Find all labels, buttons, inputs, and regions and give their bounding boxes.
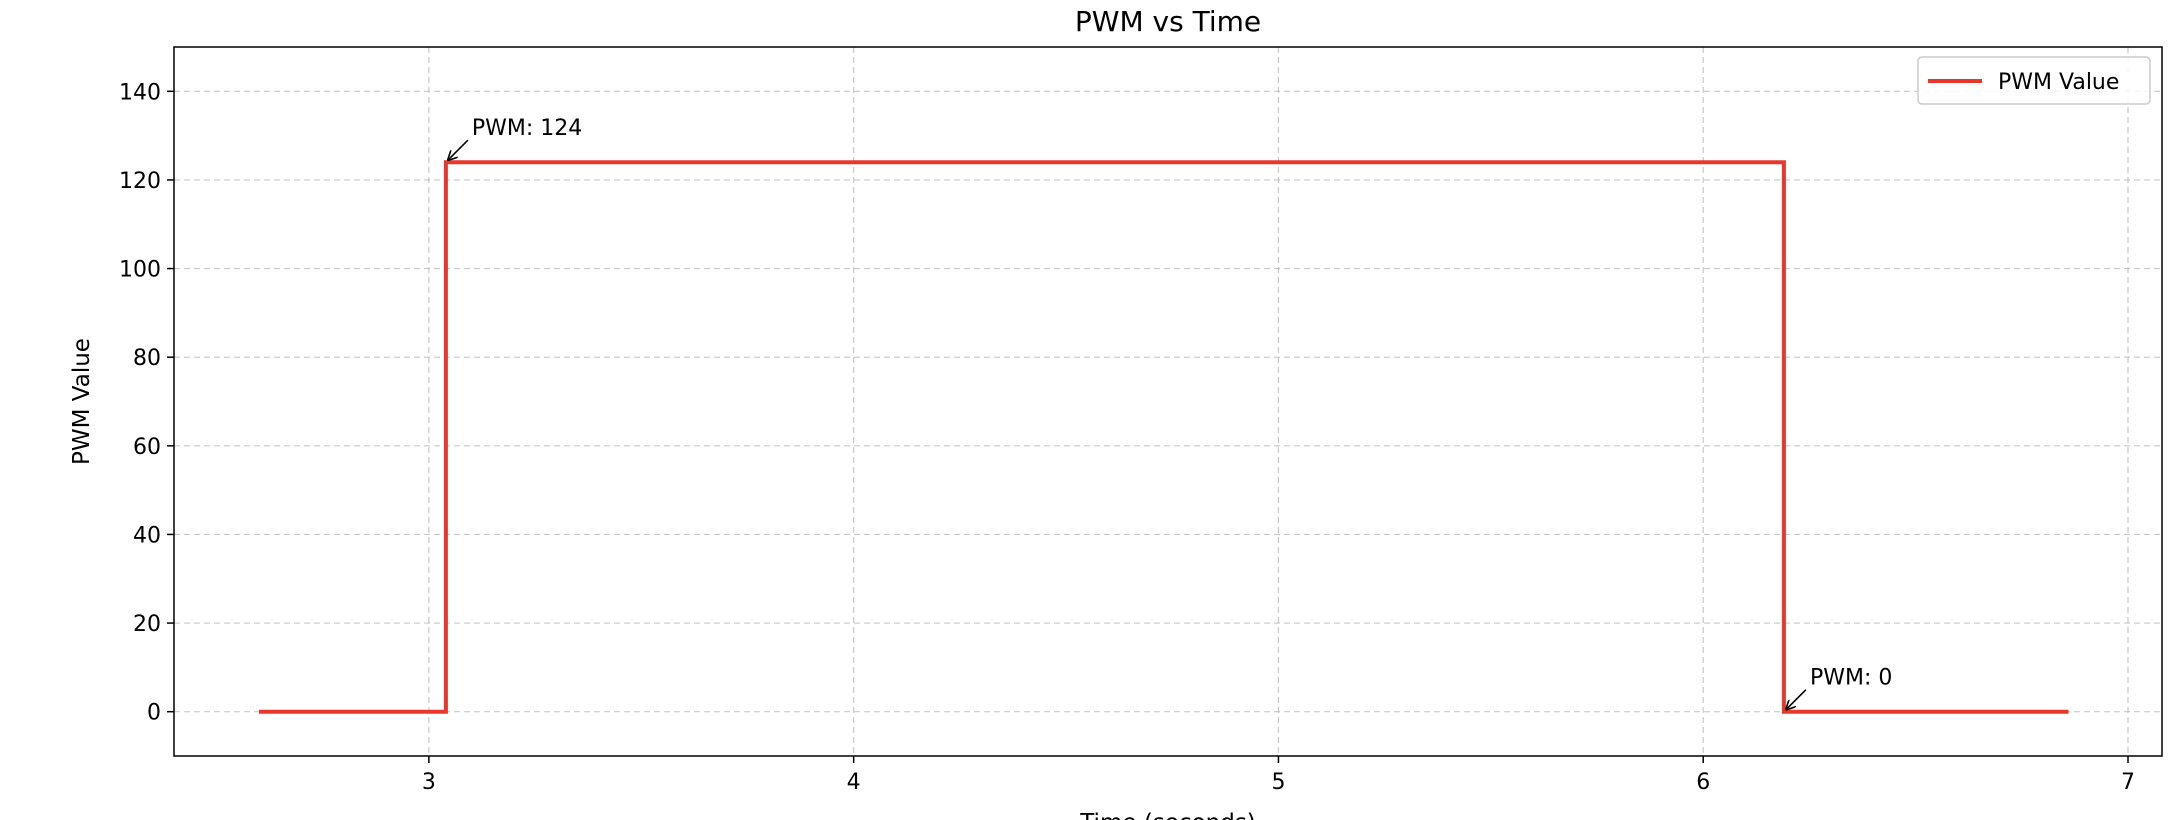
series-layer (259, 160, 2069, 714)
y-tick-label: 60 (133, 435, 161, 460)
x-tick-label: 5 (1271, 770, 1285, 795)
y-axis-label: PWM Value (69, 338, 95, 465)
grid (174, 47, 2162, 756)
annotation-layer: PWM: 124 PWM: 0 (449, 116, 1892, 708)
legend: PWM Value (1917, 56, 2151, 105)
x-axis-label: Time (seconds) (1079, 810, 1256, 820)
y-tick-label: 120 (119, 169, 161, 194)
tick-layer: 3 4 5 6 7 0 20 40 60 80 100 120 140 (119, 80, 2135, 795)
annotation-arrow (1787, 689, 1807, 709)
x-tick-label: 7 (2121, 770, 2135, 795)
y-tick-label: 100 (119, 258, 161, 283)
legend-box (1917, 56, 2151, 105)
legend-label: PWM Value (1998, 70, 2119, 95)
y-tick-label: 20 (133, 612, 161, 637)
y-tick-label: 40 (133, 523, 161, 548)
plot-area-frame (173, 46, 2163, 757)
y-tick-label: 80 (133, 346, 161, 371)
annotation-label: PWM: 124 (472, 116, 582, 141)
x-tick-label: 6 (1696, 770, 1710, 795)
series-line (259, 160, 2069, 714)
x-tick-label: 4 (847, 770, 861, 795)
chart-title: PWM vs Time (1075, 5, 1261, 38)
y-tick-label: 0 (147, 701, 161, 726)
annotation-label: PWM: 0 (1810, 666, 1892, 691)
y-tick-label: 140 (119, 80, 161, 105)
x-tick-label: 3 (422, 770, 436, 795)
annotation-arrow (449, 139, 469, 159)
